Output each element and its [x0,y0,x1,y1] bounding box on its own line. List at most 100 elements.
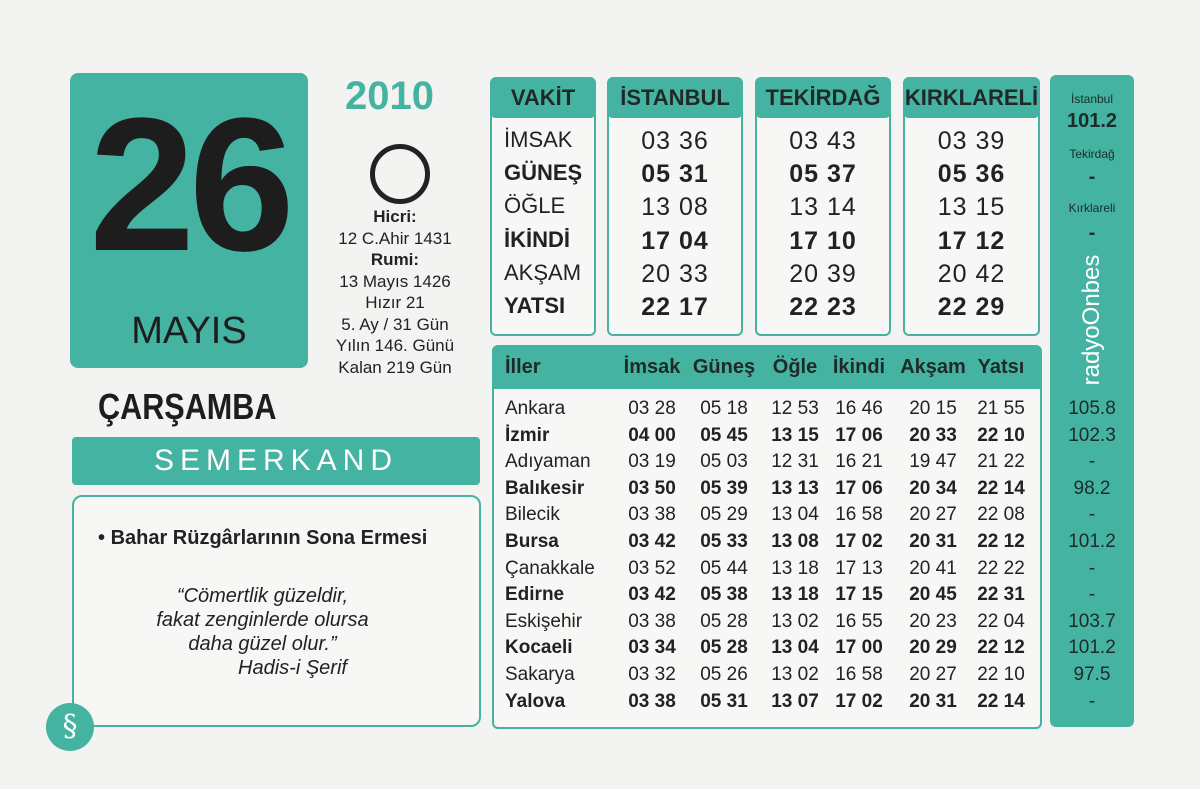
city-time: 05 29 [700,504,748,526]
city-name: Edirne [505,584,565,606]
iller-header: İkindi [832,356,886,378]
city-time: 21 55 [977,398,1025,419]
radio-frequency: - [1088,557,1096,579]
city-name: Yalova [505,690,566,712]
city-time: 16 58 [835,504,883,526]
weekday: ÇARŞAMBA [98,386,277,427]
city-name: Balıkesir [505,477,585,499]
city-time: 16 58 [835,664,883,685]
city-name: Kocaeli [505,637,573,659]
city-time: 22 12 [977,637,1025,659]
logo-mark: § [46,703,94,751]
info-line: Kalan 219 Gün [338,357,452,377]
city-name: Ankara [505,398,566,419]
city-time: 05 38 [700,584,748,606]
city-time: 05 31 [700,690,748,712]
radio-frequency: - [1088,584,1096,606]
city-time: 03 32 [628,664,676,685]
city-time: 05 39 [700,477,748,499]
vakit-time: 17 04 [641,226,709,255]
iller-header: Öğle [772,356,818,378]
city-time: 17 06 [835,477,883,499]
iller-header-band [494,347,1040,389]
city-time: 04 00 [628,424,676,446]
vakit-name: GÜNEŞ [504,160,583,186]
info-line: Hicri: [373,207,417,226]
city-name: İzmir [505,424,550,446]
vakit-body [903,100,1040,336]
radio-city: İstanbul [1070,92,1114,106]
city-time: 03 28 [628,398,676,419]
vakit-time: 03 36 [641,127,709,155]
city-time: 17 06 [835,424,883,446]
radio-frequency: 101.2 [1066,110,1118,132]
quote-line: Hadis-i Şerif [238,657,347,679]
info-line: Yılın 146. Günü [335,336,455,355]
city-time: 13 04 [771,637,819,659]
city-time: 20 31 [909,690,957,712]
vakit-body [607,100,743,336]
city-time: 22 10 [977,664,1025,685]
radio-logo: radyoOnbes [1078,254,1105,386]
vakit-body [490,100,596,336]
radio-frequency: - [1088,504,1096,526]
city-time: 03 42 [628,531,676,552]
city-time: 20 27 [909,664,957,685]
city-time: 13 18 [771,584,819,606]
vakit-time: 13 15 [937,193,1006,222]
city-time: 13 02 [771,664,819,685]
note: • Bahar Rüzgârlarının Sona Ermesi [98,527,428,549]
city-time: 13 02 [771,610,819,632]
info-line: Rumi: [370,250,420,269]
vakit-time: 17 10 [789,226,857,255]
city-time: 03 38 [628,690,676,712]
city-time: 17 02 [835,690,883,712]
note-box [72,495,481,727]
city-time: 05 28 [700,610,748,632]
vakit-name: İMSAK [504,127,573,152]
city-time: 05 44 [700,557,748,579]
iller-header: Akşam [900,356,966,378]
city-time: 03 19 [628,451,676,473]
city-time: 17 13 [835,557,883,579]
city-time: 03 34 [628,637,676,659]
vakit-time: 20 33 [641,259,709,288]
city-time: 13 04 [771,504,819,526]
city-time: 20 31 [909,531,957,552]
vakit-name: AKŞAM [504,259,582,285]
radio-city: Kırklareli [1068,201,1116,215]
vakit-time: 03 43 [789,127,857,155]
city-time: 20 34 [909,477,957,499]
vakit-time: 20 39 [789,259,857,288]
quote: “Cömertlik güzeldir, fakat zenginlerde ol… [120,584,405,680]
city-time: 19 47 [909,451,957,473]
vakit-header: İSTANBUL [607,77,743,118]
city-time: 03 52 [628,557,676,579]
brand-band: SEMERKAND [72,437,480,485]
vakit-time: 22 29 [937,293,1006,321]
city-time: 13 08 [771,531,819,552]
iller-header: İmsak [623,356,681,378]
vakit-body [755,100,891,336]
city-time: 12 31 [771,451,819,473]
info-line: 13 Mayıs 1426 [339,271,451,291]
city-time: 03 42 [628,584,676,606]
city-time: 16 46 [835,398,883,419]
vakit-time: 13 14 [789,193,857,222]
radio-frequency: 101.2 [1068,637,1116,659]
radio-frequency: 97.5 [1073,664,1111,685]
radio-frequency: 101.2 [1068,531,1116,552]
city-time: 13 13 [771,477,819,499]
radio-frequency: - [1088,222,1096,244]
city-time: 16 21 [835,451,883,473]
city-time: 20 41 [909,557,957,579]
radio-frequency: 102.3 [1068,424,1116,446]
city-time: 13 18 [771,557,819,579]
radio-frequency: 103.7 [1068,610,1116,632]
radio-frequency: 98.2 [1073,477,1111,499]
city-time: 17 00 [835,637,883,659]
month: MAYIS [131,310,247,352]
radio-frequency: 105.8 [1068,398,1116,419]
iller-header: Güneş [692,356,756,378]
